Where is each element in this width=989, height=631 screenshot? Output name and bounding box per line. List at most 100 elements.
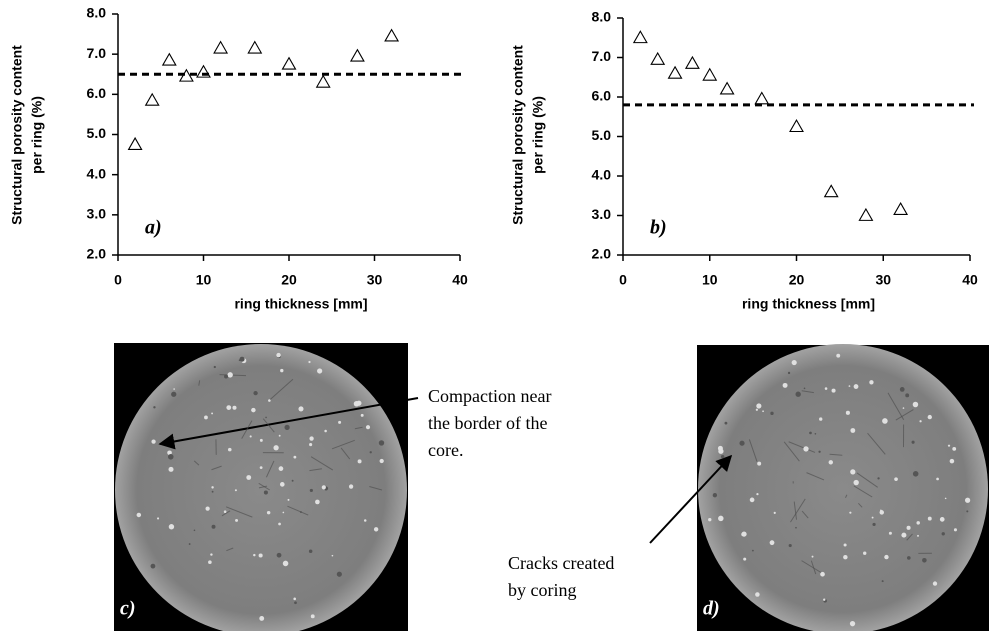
inclusion [741,531,747,537]
inclusion [324,429,327,433]
data-point [127,136,143,150]
inclusion [927,516,932,521]
inclusion [872,522,876,527]
inclusion [850,469,856,475]
crack [211,465,222,471]
inclusion [309,443,313,447]
inclusion [338,420,342,424]
inclusion [749,497,755,503]
inclusion [803,387,806,390]
annotation: Cracks created [508,553,614,573]
inclusion [849,621,856,627]
inclusion [309,488,313,493]
data-point [349,48,365,62]
inclusion [227,447,232,452]
inclusion [944,497,947,500]
data-point [893,201,909,215]
y-tick-label: 3.0 [592,206,612,222]
inclusion [949,458,955,464]
inclusion [739,440,745,446]
data-point [213,40,229,54]
inclusion [293,597,296,601]
inclusion [880,509,882,512]
inclusion [879,510,885,515]
crack [331,439,355,450]
inclusion [363,519,367,522]
inclusion [795,526,797,529]
inclusion [378,440,385,446]
inclusion [369,451,372,454]
y-tick-label: 5.0 [87,125,107,141]
x-tick-label: 10 [196,272,212,288]
data-point [247,40,263,54]
crack [287,505,309,516]
inclusion [828,460,833,465]
inclusion [809,431,812,435]
y-tick-label: 2.0 [592,246,612,262]
inclusion [712,493,718,498]
y-tick-label: 6.0 [592,88,612,104]
y-axis-label: per ring (%) [530,96,546,174]
inclusion [213,365,216,369]
inclusion [282,560,289,567]
annotation-arrow [158,397,419,450]
inclusion [234,489,237,492]
data-point [178,68,194,82]
crack [310,456,334,471]
crack [269,378,294,401]
inclusion [223,510,227,513]
inclusion [877,477,880,480]
y-tick-label: 2.0 [87,246,107,262]
crack [309,468,322,472]
x-tick-label: 40 [962,272,978,288]
inclusion [173,388,175,390]
crack [790,498,806,523]
inclusion [273,445,279,451]
inclusion [751,549,754,552]
crack [806,472,825,481]
inclusion [276,552,282,558]
inclusion [280,368,284,373]
inclusion [843,554,848,560]
data-point [161,52,177,66]
inclusion [882,418,888,424]
y-tick-label: 7.0 [87,45,107,61]
inclusion [927,414,932,420]
crack [856,472,878,488]
inclusion [259,616,265,621]
inclusion [884,554,889,560]
inclusion [232,405,237,410]
inclusion [266,510,271,515]
x-tick-label: 0 [619,272,627,288]
crack [221,510,231,517]
inclusion [869,380,874,385]
inclusion [888,531,892,535]
inclusion [373,527,379,532]
inclusion [259,466,263,470]
inclusion [791,360,797,366]
inclusion [211,490,214,493]
data-point [632,30,648,44]
data-point [196,64,211,78]
crack [748,439,758,462]
inclusion [379,458,384,464]
inclusion [227,372,233,378]
y-tick-label: 7.0 [592,48,612,64]
crack [262,418,275,433]
inclusion [317,368,323,374]
inclusion [905,393,910,398]
inclusion [276,352,281,358]
inclusion [168,524,175,530]
chart: 2.0 3.0 4.0 5.0 6.0 7.0 8.0 0 10 20 30 40 ring thick… [9,5,468,312]
data-point [702,67,718,81]
inclusion [773,511,776,514]
crack [340,447,351,460]
inclusion [249,435,252,438]
inclusion [922,557,927,563]
inclusion [279,482,285,487]
inclusion [769,540,775,546]
inclusion [294,601,297,605]
inclusion [845,410,850,415]
y-tick-label: 4.0 [592,167,612,183]
